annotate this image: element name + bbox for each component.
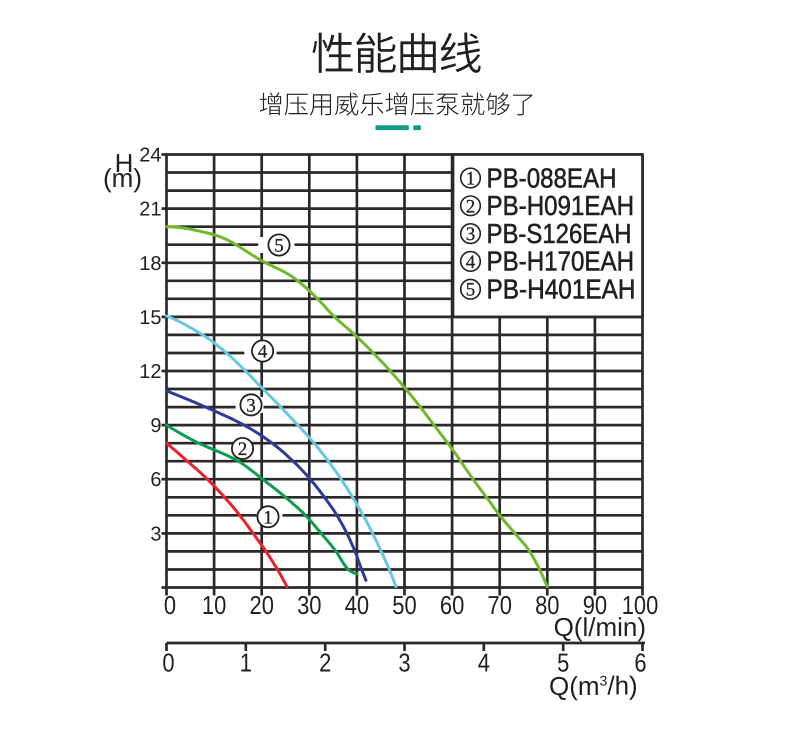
- svg-text:80: 80: [535, 590, 559, 620]
- svg-text:2: 2: [319, 648, 331, 678]
- svg-text:PB-H401EAH: PB-H401EAH: [487, 274, 636, 305]
- svg-text:5: 5: [557, 648, 569, 678]
- svg-text:PB-H091EAH: PB-H091EAH: [487, 190, 635, 221]
- svg-text:15: 15: [139, 307, 161, 329]
- svg-text:PB-S126EAH: PB-S126EAH: [487, 218, 632, 249]
- svg-text:2: 2: [466, 196, 476, 217]
- svg-text:50: 50: [392, 590, 416, 620]
- svg-text:4: 4: [478, 648, 490, 678]
- svg-text:6: 6: [150, 469, 161, 491]
- svg-text:12: 12: [139, 361, 161, 383]
- svg-text:(m): (m): [103, 163, 142, 193]
- svg-text:3: 3: [246, 395, 256, 416]
- svg-text:24: 24: [139, 145, 161, 167]
- svg-text:4: 4: [466, 252, 476, 273]
- svg-text:6: 6: [634, 648, 646, 678]
- svg-text:4: 4: [258, 342, 268, 363]
- svg-text:18: 18: [139, 253, 161, 275]
- svg-text:5: 5: [274, 236, 284, 257]
- svg-text:10: 10: [202, 590, 226, 620]
- svg-text:0: 0: [162, 648, 174, 678]
- svg-text:70: 70: [488, 590, 512, 620]
- svg-text:PB-088EAH: PB-088EAH: [487, 162, 617, 193]
- svg-text:3: 3: [150, 523, 161, 545]
- svg-text:21: 21: [139, 199, 161, 221]
- svg-text:40: 40: [345, 590, 369, 620]
- svg-text:1: 1: [240, 648, 252, 678]
- svg-text:Q(m3/h): Q(m3/h): [549, 671, 638, 702]
- svg-text:5: 5: [466, 280, 476, 301]
- svg-text:60: 60: [440, 590, 464, 620]
- svg-text:3: 3: [466, 224, 476, 245]
- svg-text:20: 20: [250, 590, 274, 620]
- svg-text:0: 0: [164, 590, 176, 620]
- svg-text:PB-H170EAH: PB-H170EAH: [487, 246, 635, 277]
- svg-text:1: 1: [263, 507, 273, 528]
- svg-text:3: 3: [398, 648, 410, 678]
- svg-text:90: 90: [583, 590, 607, 620]
- svg-text:2: 2: [238, 439, 248, 460]
- svg-text:1: 1: [466, 169, 476, 190]
- svg-text:100: 100: [622, 590, 659, 620]
- svg-text:H: H: [115, 148, 134, 178]
- svg-text:30: 30: [297, 590, 321, 620]
- svg-text:9: 9: [150, 415, 161, 437]
- svg-text:Q(l/min): Q(l/min): [554, 612, 646, 642]
